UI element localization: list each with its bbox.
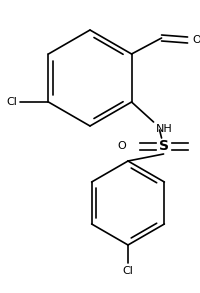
Text: S: S — [158, 139, 168, 153]
Text: Cl: Cl — [7, 97, 17, 107]
Text: NH: NH — [155, 124, 171, 134]
Text: O: O — [192, 35, 200, 45]
Text: Cl: Cl — [122, 266, 133, 276]
Text: O: O — [117, 141, 126, 151]
